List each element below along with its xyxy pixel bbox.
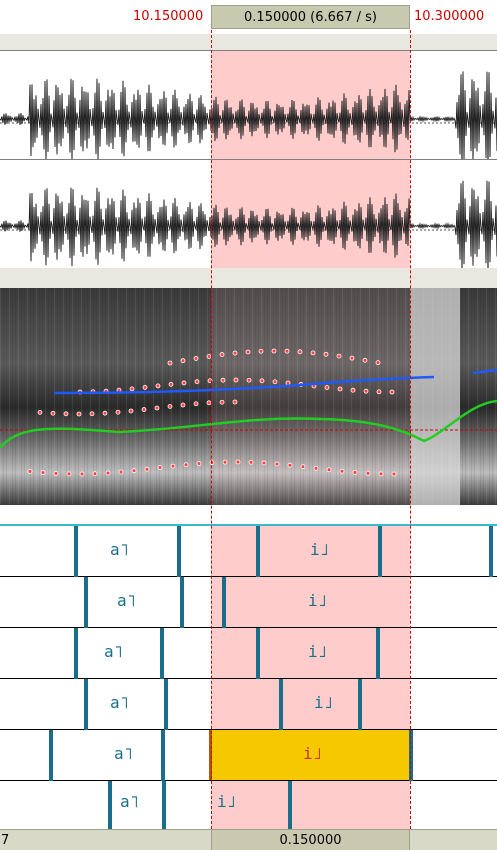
visible-left-value: 7 xyxy=(1,833,10,848)
selected-interval-label[interactable]: i˩ xyxy=(303,744,323,763)
selection-end-time: 10.300000 xyxy=(414,9,485,24)
waveform-channel-1[interactable] xyxy=(0,51,497,159)
boundary[interactable] xyxy=(161,730,165,781)
selection-start-line xyxy=(211,30,212,829)
boundary[interactable] xyxy=(288,781,292,829)
boundary[interactable] xyxy=(180,577,184,628)
selection-duration-text: 0.150000 (6.667 / s) xyxy=(244,9,377,25)
interval-label-a[interactable]: a˥ xyxy=(110,693,130,712)
selection-end-line xyxy=(410,30,411,829)
interval-label-i[interactable]: i˩ xyxy=(314,693,334,712)
boundary[interactable] xyxy=(162,781,166,829)
selected-boundary-left[interactable] xyxy=(209,730,212,780)
tier-3[interactable]: a˥ i˩ xyxy=(0,628,497,679)
tier-2[interactable]: a˥ i˩ xyxy=(0,577,497,628)
waveform-channel-2[interactable] xyxy=(0,160,497,268)
boundary[interactable] xyxy=(489,526,493,577)
interval-label-i[interactable]: i˩ xyxy=(308,642,328,661)
interval-label-a[interactable]: a˥ xyxy=(114,744,134,763)
selected-interval[interactable] xyxy=(211,730,410,780)
boundary[interactable] xyxy=(279,679,283,730)
waveform-1-plot xyxy=(0,71,497,159)
selection-duration-bottom[interactable]: 0.150000 xyxy=(211,830,410,850)
boundary[interactable] xyxy=(177,526,181,577)
separator-middle xyxy=(0,268,497,288)
divider-line xyxy=(0,50,497,51)
boundary[interactable] xyxy=(164,679,168,730)
spectrogram-plot xyxy=(0,288,497,505)
waveform-2-plot xyxy=(0,180,497,268)
time-ruler-top: 10.150000 0.150000 (6.667 / s) 10.300000 xyxy=(0,0,497,34)
selection-duration-bottom-text: 0.150000 xyxy=(279,832,342,848)
selection-highlight xyxy=(211,160,410,268)
selection-start-time: 10.150000 xyxy=(133,9,204,24)
selection-duration-box[interactable]: 0.150000 (6.667 / s) xyxy=(211,5,410,29)
boundary[interactable] xyxy=(74,628,78,679)
tier-6[interactable]: a˥ i˩ xyxy=(0,781,497,829)
boundary[interactable] xyxy=(74,526,78,577)
boundary[interactable] xyxy=(378,526,382,577)
boundary[interactable] xyxy=(222,577,226,628)
separator-top xyxy=(0,34,497,50)
spectrogram[interactable] xyxy=(0,288,497,505)
selection-highlight xyxy=(211,51,410,159)
boundary[interactable] xyxy=(160,628,164,679)
boundary[interactable] xyxy=(256,526,260,577)
boundary[interactable] xyxy=(376,628,380,679)
interval-label-i[interactable]: i˩ xyxy=(217,792,237,811)
tier-5[interactable]: a˥ i˩ xyxy=(0,730,497,781)
tier-1[interactable]: a˥ i˩ xyxy=(0,526,497,577)
boundary[interactable] xyxy=(108,781,112,829)
boundary[interactable] xyxy=(84,577,88,628)
interval-label-a[interactable]: a˥ xyxy=(117,591,137,610)
interval-label-i[interactable]: i˩ xyxy=(310,540,330,559)
divider-line xyxy=(0,159,497,160)
interval-label-a[interactable]: a˥ xyxy=(120,792,140,811)
interval-label-a[interactable]: a˥ xyxy=(104,642,124,661)
boundary[interactable] xyxy=(84,679,88,730)
interval-label-i[interactable]: i˩ xyxy=(308,591,328,610)
interval-label-a[interactable]: a˥ xyxy=(110,540,130,559)
boundary[interactable] xyxy=(49,730,53,781)
time-ruler-bottom: 7 0.150000 xyxy=(0,829,497,850)
tier-4[interactable]: a˥ i˩ xyxy=(0,679,497,730)
boundary[interactable] xyxy=(409,730,413,781)
boundary[interactable] xyxy=(256,628,260,679)
boundary[interactable] xyxy=(358,679,362,730)
tier-area-top-border xyxy=(0,524,497,526)
